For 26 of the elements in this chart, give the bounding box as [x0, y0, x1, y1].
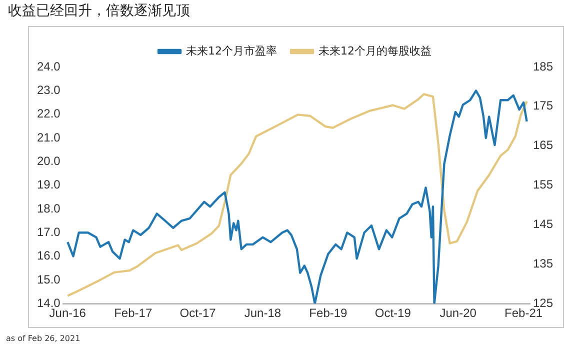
y-tick-label: 22.0 [36, 106, 61, 121]
x-tick-label: Oct-19 [374, 306, 412, 320]
y-tick-label: 15.0 [36, 272, 61, 286]
y-tick-label: 19.0 [36, 178, 61, 192]
text: as of Feb 26, 2021 [6, 334, 80, 343]
y-tick-label: 18.0 [36, 201, 61, 216]
chart-title: 收益已经回升，倍数逐渐见顶 [8, 2, 190, 20]
y-tick-label: 24.0 [36, 59, 61, 74]
y2-tick-label: 135 [532, 256, 554, 270]
y2-tick-label: 145 [532, 217, 554, 232]
x-tick-label: Jun-18 [244, 306, 282, 320]
y2-tick-label: 155 [532, 178, 554, 192]
x-tick-label: Feb-19 [309, 306, 348, 320]
y-tick-label: 23.0 [36, 82, 61, 97]
x-tick-label: Jun-20 [440, 306, 477, 320]
y-tick-label: 21.0 [36, 130, 61, 144]
y2-tick-label: 185 [532, 59, 554, 74]
x-tick-label: Oct-17 [180, 306, 216, 320]
legend-label: 未来12个月的每股收益 [318, 44, 432, 58]
legend-label: 未来12个月市盈率 [186, 44, 278, 58]
y2-tick-label: 165 [532, 138, 554, 152]
y-tick-label: 20.0 [36, 154, 61, 168]
x-tick-label: Feb-17 [114, 306, 152, 320]
y-tick-label: 17.0 [36, 224, 61, 239]
y2-tick-label: 175 [532, 98, 554, 113]
y-tick-label: 16.0 [36, 248, 61, 263]
